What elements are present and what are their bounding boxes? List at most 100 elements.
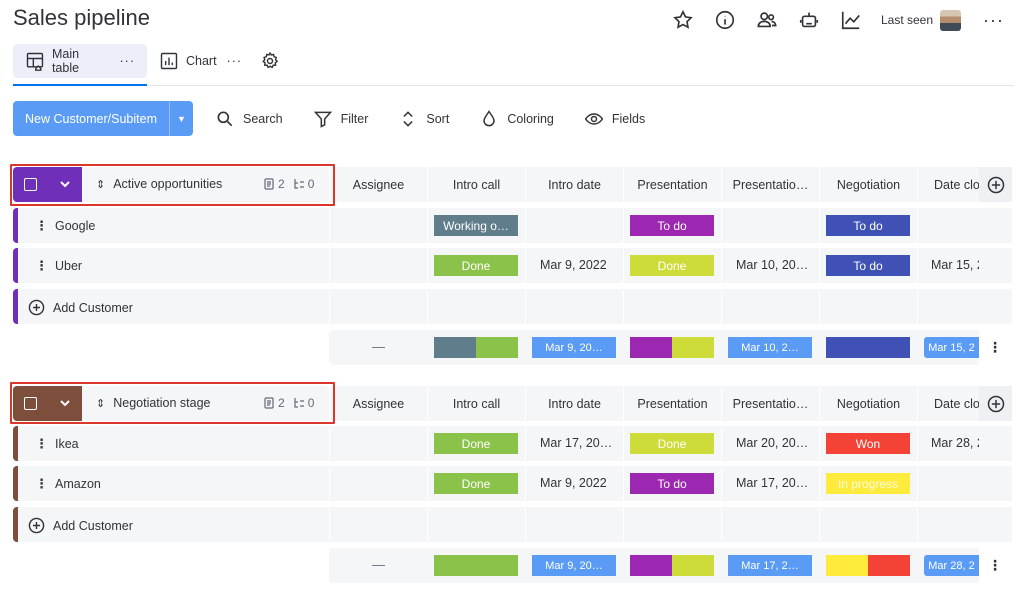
status-pill-intro-call[interactable]: Done [434,255,518,276]
date-cell-presentation-date[interactable]: Mar 17, 20… [736,476,809,490]
column-header-assignee[interactable]: Assignee [329,386,427,421]
activity-icon[interactable] [839,8,863,32]
people-icon[interactable] [755,8,779,32]
chevron-down-icon[interactable] [58,177,72,191]
status-pill-presentation[interactable]: Done [630,433,714,454]
coloring-button[interactable]: Coloring [479,109,554,129]
intro-call-summary-bar[interactable] [434,337,518,358]
status-pill-presentation[interactable]: Done [630,255,714,276]
status-pill-presentation[interactable]: To do [630,215,714,236]
row-menu-icon[interactable]: ⋮ [35,258,48,273]
drag-handle-icon[interactable]: ⇕ [96,397,106,410]
row-menu-icon[interactable]: ⋮ [35,218,48,233]
item-name[interactable]: ⋮ Amazon [35,476,101,492]
group-title[interactable]: ⇕ Negotiation stage [96,396,211,410]
column-header-intro-call[interactable]: Intro call [427,386,525,421]
intro-call-summary-bar[interactable] [434,555,518,576]
tab-main-table[interactable]: Main table ··· [13,44,147,78]
column-header-presentation[interactable]: Presentation [623,386,721,421]
add-column-button[interactable] [979,167,1012,202]
date-cell-intro-date[interactable]: Mar 9, 2022 [540,476,607,490]
document-icon [264,178,274,190]
presentation-date-summary[interactable]: Mar 17, 2… [728,555,812,576]
add-column-button[interactable] [979,386,1012,421]
column-header-presentation[interactable]: Presentation [623,167,721,202]
last-seen[interactable]: Last seen [881,9,962,31]
negotiation-summary-bar[interactable] [826,337,910,358]
group-checkbox[interactable] [24,397,37,410]
column-header-negotiation[interactable]: Negotiation [819,386,917,421]
item-name[interactable]: ⋮ Ikea [35,436,79,452]
fields-button[interactable]: Fields [584,109,645,129]
chevron-down-icon[interactable]: ▼ [169,101,193,136]
presentation-summary-bar[interactable] [630,337,714,358]
info-icon[interactable] [713,8,737,32]
status-pill-negotiation[interactable]: Won [826,433,910,454]
column-header-intro-date[interactable]: Intro date [525,167,623,202]
filter-button[interactable]: Filter [313,109,368,129]
search-button[interactable]: Search [215,109,283,129]
intro-date-summary[interactable]: Mar 9, 20… [532,555,616,576]
group-color-block[interactable] [13,167,82,202]
robot-icon[interactable] [797,8,821,32]
item-name[interactable]: ⋮ Uber [35,258,82,274]
presentation-summary-bar[interactable] [630,555,714,576]
date-closed-summary[interactable]: Mar 28, 2 [924,555,979,576]
sort-button[interactable]: Sort [398,109,449,129]
status-pill-intro-call[interactable]: Done [434,433,518,454]
column-header-presentation-date[interactable]: Presentatio… [721,386,819,421]
star-icon[interactable] [671,8,695,32]
table-row[interactable]: ⋮ Google Working o… To do To do [13,208,1012,243]
add-item-row[interactable]: Add Customer [13,289,1012,324]
group-color-block[interactable] [13,386,82,421]
column-header-intro-call[interactable]: Intro call [427,167,525,202]
cell-divider [623,289,624,324]
date-cell-date-closed[interactable]: Mar 28, 2 [931,436,979,450]
table-row[interactable]: ⋮ Uber Done Mar 9, 2022 Done Mar 10, 20… … [13,248,1012,283]
date-cell-presentation-date[interactable]: Mar 20, 20… [736,436,809,450]
column-header-assignee[interactable]: Assignee [329,167,427,202]
drag-handle-icon[interactable]: ⇕ [96,178,106,191]
group-title[interactable]: ⇕ Active opportunities [96,177,222,191]
table-row[interactable]: ⋮ Amazon Done Mar 9, 2022 To do Mar 17, 2… [13,466,1012,501]
group-color-bar [13,248,18,283]
column-header-presentation-date[interactable]: Presentatio… [721,167,819,202]
group-checkbox[interactable] [24,178,37,191]
presentation-date-summary[interactable]: Mar 10, 2… [728,337,812,358]
tab-more-icon[interactable]: ··· [119,54,135,68]
row-menu-icon[interactable]: ⋮ [35,436,48,451]
cell-divider [917,426,918,461]
summary-menu-icon[interactable]: ⋮ [988,339,1002,355]
add-item-row[interactable]: Add Customer [13,507,1012,542]
new-item-button[interactable]: New Customer/Subitem ▼ [13,101,193,136]
more-menu-icon[interactable]: ··· [983,10,1004,30]
tab-more-icon[interactable]: ··· [226,54,243,68]
status-pill-presentation[interactable]: To do [630,473,714,494]
table-home-icon [26,52,44,71]
column-header-date-closed[interactable]: Date clo [917,167,979,202]
date-cell-intro-date[interactable]: Mar 17, 20… [540,436,613,450]
add-customer-button[interactable]: Add Customer [28,299,133,316]
column-header-negotiation[interactable]: Negotiation [819,167,917,202]
status-pill-negotiation[interactable]: To do [826,255,910,276]
column-header-date-closed[interactable]: Date clo [917,386,979,421]
tab-chart[interactable]: Chart ··· [147,44,254,78]
settings-gear-icon[interactable] [260,51,280,71]
status-pill-intro-call[interactable]: Working o… [434,215,518,236]
row-menu-icon[interactable]: ⋮ [35,476,48,491]
date-cell-presentation-date[interactable]: Mar 10, 20… [736,258,809,272]
chevron-down-icon[interactable] [58,396,72,410]
table-row[interactable]: ⋮ Ikea Done Mar 17, 20… Done Mar 20, 20… … [13,426,1012,461]
negotiation-summary-bar[interactable] [826,555,910,576]
summary-menu-icon[interactable]: ⋮ [988,557,1002,573]
item-name[interactable]: ⋮ Google [35,218,95,234]
date-cell-date-closed[interactable]: Mar 15, 2 [931,258,979,272]
status-pill-negotiation[interactable]: In progress [826,473,910,494]
status-pill-negotiation[interactable]: To do [826,215,910,236]
date-cell-intro-date[interactable]: Mar 9, 2022 [540,258,607,272]
date-closed-summary[interactable]: Mar 15, 2 [924,337,979,358]
intro-date-summary[interactable]: Mar 9, 20… [532,337,616,358]
status-pill-intro-call[interactable]: Done [434,473,518,494]
column-header-intro-date[interactable]: Intro date [525,386,623,421]
add-customer-button[interactable]: Add Customer [28,517,133,534]
